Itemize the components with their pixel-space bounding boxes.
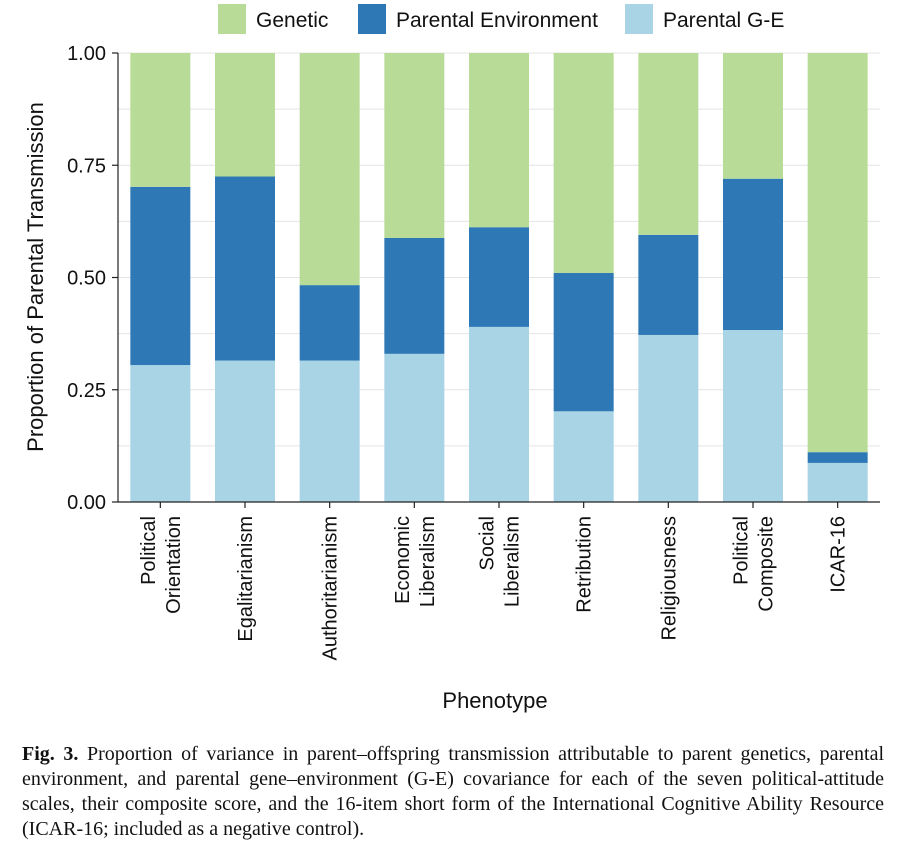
bar-segment-parental-g-e [807, 462, 868, 502]
bar-segment-genetic [469, 53, 529, 228]
x-tick-label: Political [731, 516, 753, 585]
x-tick-labels: Political Orientation Egalitarianism Author… [138, 502, 850, 661]
y-tick-label: 0.00 [67, 492, 106, 514]
bar-segment-genetic [638, 53, 699, 235]
legend-label: Parental Environment [396, 9, 598, 32]
x-tick-label: Composite [756, 516, 778, 612]
bar-segment-parental-environment [723, 178, 783, 331]
bar-segment-genetic [384, 53, 445, 238]
bar-segment-parental-environment [130, 186, 191, 366]
x-tick-label: Economic [392, 516, 414, 604]
bar-segment-parental-environment [384, 237, 445, 354]
bar-segment-parental-g-e [299, 360, 360, 502]
bar-segment-parental-g-e [723, 330, 783, 502]
x-tick-label: Religiousness [658, 516, 680, 641]
bars [130, 53, 868, 502]
y-tick-labels: 0.00 0.25 0.50 0.75 1.00 [67, 43, 118, 514]
bar-segment-parental-environment [638, 234, 699, 335]
x-tick-label: Social [477, 516, 499, 570]
legend-swatch [358, 4, 386, 34]
bar-segment-parental-environment [299, 285, 360, 361]
x-tick-label: ICAR-16 [828, 516, 850, 593]
bar-segment-parental-environment [469, 227, 529, 327]
x-tick-label: Retribution [574, 516, 596, 613]
x-tick-label: Political [138, 516, 160, 585]
bar-segment-parental-g-e [215, 360, 275, 502]
y-tick-label: 1.00 [67, 43, 106, 65]
caption-text: Proportion of variance in parent–offspri… [22, 743, 885, 840]
bar-segment-genetic [723, 53, 783, 179]
legend-label: Genetic [256, 9, 328, 32]
legend-label: Parental G-E [663, 9, 784, 32]
x-tick-label: Liberalism [502, 516, 524, 607]
bar-segment-parental-g-e [469, 326, 529, 502]
legend: Genetic Parental Environment Parental G-E [218, 4, 784, 34]
stacked-bar-chart: Genetic Parental Environment Parental G-E … [23, 4, 880, 713]
bar-segment-parental-g-e [384, 353, 445, 502]
bar-segment-parental-environment [553, 273, 614, 412]
bar-segment-genetic [130, 53, 191, 187]
x-axis-title: Phenotype [442, 688, 547, 713]
bar-segment-parental-environment [807, 452, 868, 463]
legend-swatch [625, 4, 653, 34]
x-tick-label: Liberalism [417, 516, 439, 607]
y-tick-label: 0.25 [67, 380, 106, 402]
legend-swatch [218, 4, 246, 34]
x-tick-label: Orientation [163, 516, 185, 614]
bar-segment-parental-environment [215, 176, 275, 361]
y-tick-label: 0.50 [67, 268, 106, 290]
bar-segment-genetic [299, 53, 360, 286]
bar-segment-genetic [807, 53, 868, 453]
y-axis-title: Proportion of Parental Transmission [23, 102, 48, 452]
figure-label: Fig. 3. [22, 743, 79, 765]
bar-segment-parental-g-e [638, 334, 699, 502]
figure-caption: Fig. 3. Proportion of variance in parent… [22, 742, 884, 842]
bar-segment-parental-g-e [553, 411, 614, 502]
x-tick-label: Egalitarianism [235, 516, 257, 642]
y-tick-label: 0.75 [67, 155, 106, 177]
x-tick-label: Authoritarianism [320, 516, 342, 661]
bar-segment-genetic [215, 53, 275, 177]
bar-segment-parental-g-e [130, 365, 191, 502]
bar-segment-genetic [553, 53, 614, 274]
